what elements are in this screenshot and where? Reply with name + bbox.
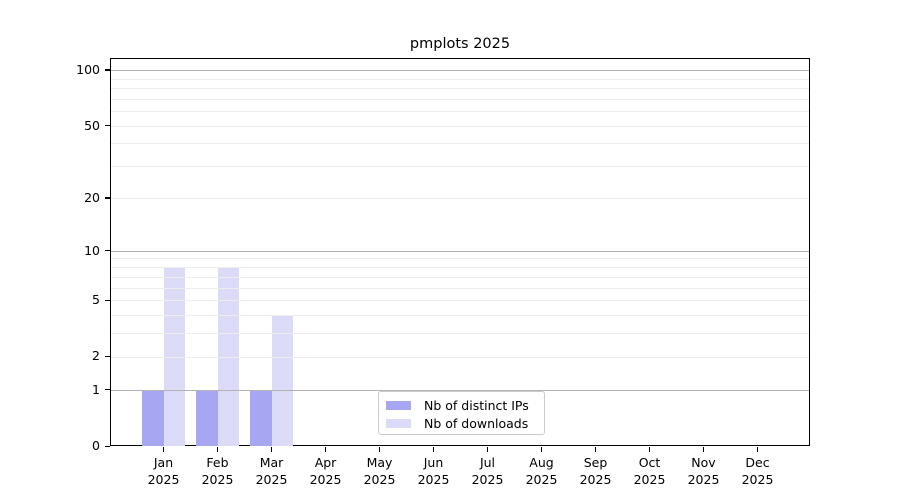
x-tick-sep: [595, 447, 597, 452]
y-tick-label-10: 10: [84, 242, 100, 258]
y-tick-50: [105, 125, 110, 127]
legend-label-distinct-ips: Nb of distinct IPs: [424, 398, 529, 413]
legend-swatch-downloads-icon: [386, 419, 411, 428]
x-label-year: 2025: [579, 471, 612, 487]
x-label-year: 2025: [309, 471, 342, 487]
x-tick-label-mar: Mar 2025: [244, 455, 300, 488]
x-tick-label-apr: Apr 2025: [298, 455, 354, 488]
gridline-2: [111, 356, 809, 358]
gridline-70: [111, 98, 809, 100]
gridline-8: [111, 267, 809, 268]
x-label-year: 2025: [255, 471, 288, 487]
x-label-year: 2025: [687, 471, 720, 487]
x-tick-label-nov: Nov 2025: [676, 455, 732, 488]
gridline-90: [111, 78, 809, 80]
legend-label-downloads: Nb of downloads: [424, 416, 529, 431]
x-tick-feb: [217, 447, 219, 452]
x-label-month: Dec: [745, 455, 770, 470]
y-tick-2: [105, 355, 110, 358]
x-label-month: Oct: [638, 455, 661, 470]
gridline-20: [111, 197, 809, 199]
x-tick-nov: [703, 447, 705, 452]
y-tick-label-5: 5: [92, 292, 100, 308]
gridline-3: [111, 333, 809, 335]
plot-area: [110, 58, 810, 446]
bar-downloads-feb: [217, 266, 239, 446]
x-label-year: 2025: [633, 471, 666, 487]
x-tick-apr: [325, 447, 327, 452]
x-tick-label-may: May 2025: [352, 455, 408, 488]
x-label-year: 2025: [525, 471, 558, 487]
bar-distinct-ips-feb: [196, 389, 218, 446]
x-tick-jan: [163, 447, 165, 452]
gridline-10: [111, 250, 809, 252]
gridline-6: [111, 287, 809, 289]
legend-swatch-distinct-ips-icon: [386, 401, 411, 410]
gridline-100: [111, 70, 809, 71]
x-label-month: Aug: [529, 455, 554, 470]
x-label-year: 2025: [363, 471, 396, 487]
x-label-month: May: [366, 455, 393, 470]
x-label-year: 2025: [417, 471, 450, 487]
x-tick-label-jul: Jul 2025: [460, 455, 516, 488]
x-tick-label-oct: Oct 2025: [622, 455, 678, 488]
gridline-7: [111, 276, 809, 278]
x-label-month: Jan: [153, 455, 174, 470]
x-label-year: 2025: [741, 471, 774, 487]
y-tick-20: [105, 197, 110, 199]
x-label-year: 2025: [147, 471, 180, 487]
y-tick-100: [105, 69, 110, 71]
y-tick-label-0: 0: [92, 438, 100, 453]
x-tick-may: [379, 447, 381, 452]
x-label-month: Nov: [691, 455, 716, 470]
gridline-60: [111, 111, 809, 113]
y-tick-label-100: 100: [76, 61, 100, 77]
gridline-9: [111, 258, 809, 260]
y-tick-label-50: 50: [84, 117, 100, 133]
x-label-month: Jul: [479, 455, 496, 470]
gridline-4: [111, 314, 809, 316]
x-tick-label-aug: Aug 2025: [514, 455, 570, 488]
x-tick-mar: [271, 447, 273, 452]
legend-item-downloads: Nb of downloads: [386, 415, 536, 432]
y-tick-label-20: 20: [84, 189, 100, 205]
gridline-5: [111, 300, 809, 301]
x-tick-label-jun: Jun 2025: [406, 455, 462, 488]
bar-distinct-ips-mar: [250, 389, 272, 446]
y-tick-1: [105, 389, 110, 391]
bar-distinct-ips-jan: [142, 389, 164, 446]
x-label-month: Apr: [314, 455, 337, 470]
x-tick-label-jan: Jan 2025: [136, 455, 192, 488]
x-label-month: Sep: [583, 455, 608, 470]
y-tick-5: [105, 299, 110, 301]
x-tick-dec: [757, 447, 759, 452]
bar-downloads-jan: [163, 266, 185, 446]
x-label-month: Mar: [259, 455, 284, 470]
x-tick-label-feb: Feb 2025: [190, 455, 246, 488]
x-tick-jun: [433, 447, 435, 452]
x-label-year: 2025: [471, 471, 504, 487]
gridline-50: [111, 125, 809, 127]
bar-downloads-mar: [271, 314, 293, 446]
legend-item-distinct-ips: Nb of distinct IPs: [386, 397, 536, 414]
gridline-80: [111, 88, 809, 89]
x-tick-label-sep: Sep 2025: [568, 455, 624, 488]
y-tick-label-1: 1: [92, 381, 100, 397]
y-tick-10: [105, 250, 110, 252]
x-label-month: Feb: [206, 455, 229, 470]
x-label-month: Jun: [423, 455, 444, 470]
gridline-40: [111, 143, 809, 145]
x-label-year: 2025: [201, 471, 234, 487]
x-tick-oct: [649, 447, 651, 452]
x-tick-aug: [541, 447, 543, 452]
chart-title: pmplots 2025: [409, 36, 511, 52]
y-tick-0: [105, 445, 110, 447]
y-tick-label-2: 2: [92, 348, 100, 364]
x-tick-jul: [487, 447, 489, 452]
gridline-1: [111, 389, 809, 391]
gridline-30: [111, 166, 809, 168]
x-tick-label-dec: Dec 2025: [730, 455, 786, 488]
legend: Nb of distinct IPs Nb of downloads: [378, 391, 545, 435]
